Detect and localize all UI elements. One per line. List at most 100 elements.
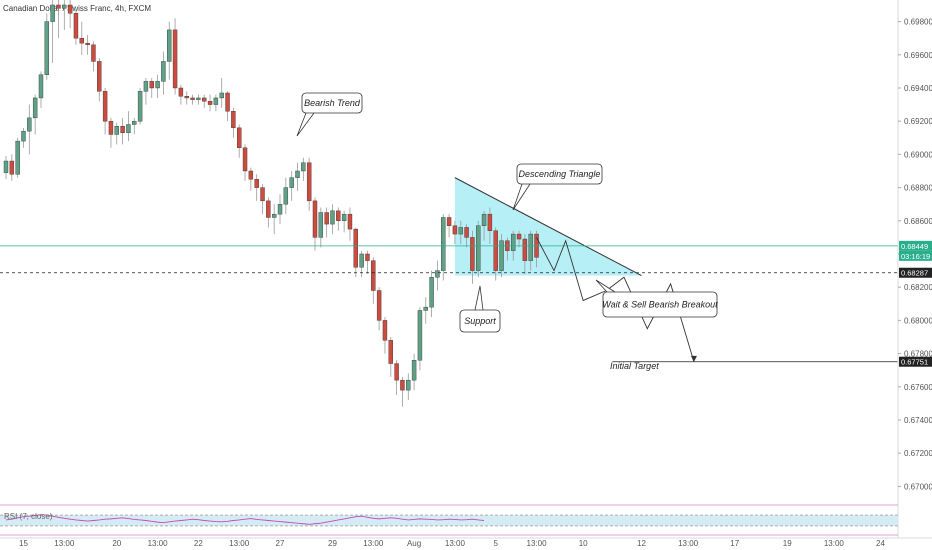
candle-body	[3, 160, 9, 173]
candle-body	[172, 29, 178, 89]
support-price-tag-bg	[899, 267, 932, 278]
wait-sell-callout-text: Wait & Sell Bearish Breakout	[602, 300, 718, 310]
candle-body	[382, 320, 388, 341]
candle-body	[371, 260, 376, 291]
initial-target-label: Initial Target	[610, 361, 659, 371]
candle-body	[277, 203, 283, 215]
candle-body	[347, 213, 353, 230]
candle-body	[137, 91, 143, 122]
candle-body	[417, 310, 423, 361]
price-tick-label: 0.68200	[904, 283, 932, 292]
candle-body	[365, 253, 370, 261]
time-tick-label: 17	[730, 539, 739, 548]
candle-body	[149, 81, 154, 89]
price-axis: 0.69800 0.69600 0.69400 0.69200 0.69000 0.688…	[897, 0, 932, 538]
candle-body	[301, 162, 306, 172]
support-callout-box	[459, 309, 501, 333]
candle-body	[511, 233, 516, 251]
descending-triangle-callout-box	[516, 163, 603, 185]
wait-sell-callout-box	[602, 291, 718, 318]
descending-triangle-callout-text: Descending Triangle	[519, 169, 601, 179]
candle-body	[67, 4, 73, 14]
candle-body	[102, 91, 108, 122]
support-callout-text: Support	[464, 316, 496, 326]
candle-body	[143, 81, 149, 92]
candle-body	[289, 177, 294, 188]
time-tick-label: 10	[579, 539, 588, 548]
time-tick-label: 29	[328, 539, 337, 548]
candle-body	[318, 212, 324, 238]
price-tick-label: 0.69600	[904, 51, 932, 60]
candle-body	[207, 101, 213, 105]
candle-body	[9, 160, 15, 175]
projection-arrow-head	[690, 355, 697, 362]
candle-body	[493, 230, 498, 271]
time-tick-label: 13:00	[54, 539, 75, 548]
rsi-pane: RSI (7, close)	[0, 504, 898, 536]
candle-body	[155, 81, 160, 89]
rsi-label: RSI (7, close)	[4, 512, 53, 521]
candle-body	[499, 240, 504, 271]
chart-title: Canadian Dollar / Swiss Franc, 4h, FXCM	[3, 4, 151, 13]
bearish-trend-callout-pointer	[296, 112, 315, 137]
candle-body	[324, 212, 329, 225]
candle-body	[330, 210, 335, 225]
candle-body	[219, 92, 224, 99]
candle-body	[213, 97, 219, 105]
triangle-resistance-line	[454, 177, 642, 277]
bearish-trend-callout-text: Bearish Trend	[304, 98, 361, 108]
time-tick-label: 13:00	[527, 539, 548, 548]
candle-body	[476, 225, 481, 271]
candle-body	[406, 379, 411, 391]
candle-body	[120, 125, 125, 134]
current-price-tag: 0.68449	[901, 242, 928, 251]
target-price-tag: 0.67751	[901, 358, 928, 367]
candle-body	[435, 270, 440, 278]
time-tick-label: 13:00	[363, 539, 384, 548]
candle-body	[50, 4, 55, 22]
price-tick-label: 0.67200	[904, 449, 932, 458]
candle-body	[312, 200, 318, 238]
candle-body	[56, 4, 61, 9]
candle-body	[446, 217, 452, 226]
candle-body	[73, 13, 79, 39]
price-tick-label: 0.68800	[904, 184, 932, 193]
annotations: Bearish Trend Descending Triangle Support W…	[296, 92, 718, 371]
candle-body	[341, 213, 347, 221]
candle-body	[359, 253, 364, 268]
candle-body	[306, 162, 312, 202]
candle-body	[161, 61, 166, 82]
time-tick-label: Aug	[407, 539, 421, 548]
candle-body	[79, 37, 84, 44]
time-tick-label: 24	[876, 539, 885, 548]
time-axis: 15 13:00 20 13:00 22 13:00 27 29 13:00 Aug 13:00 5 1…	[0, 537, 932, 548]
rsi-band	[0, 515, 898, 526]
candle-body	[458, 227, 463, 235]
candle-body	[97, 61, 102, 92]
time-tick-label: 12	[637, 539, 646, 548]
candle-body	[15, 140, 20, 175]
time-tick-label: 5	[493, 539, 498, 548]
candle-body	[283, 187, 289, 205]
candle-body	[464, 227, 469, 238]
candle-body	[184, 96, 189, 99]
time-tick-label: 13:00	[824, 539, 845, 548]
candle-body	[242, 147, 248, 172]
candle-body	[295, 170, 300, 178]
target-price-tag-bg	[899, 356, 932, 367]
candle-body	[196, 97, 201, 100]
wait-sell-callout-pointer	[595, 279, 616, 293]
price-tick-label: 0.67600	[904, 383, 932, 392]
support-callout-pointer	[474, 285, 484, 311]
candle-body	[27, 117, 32, 132]
candle-body	[271, 213, 277, 218]
descending-triangle-callout-pointer	[512, 183, 531, 211]
countdown-tag-bg	[899, 250, 932, 261]
candle-body	[388, 340, 393, 364]
candle-body	[38, 74, 44, 99]
price-tick-label: 0.67800	[904, 350, 932, 359]
price-tick-label: 0.68600	[904, 217, 932, 226]
countdown-tag: 03:16:19	[901, 252, 930, 261]
rsi-line	[5, 514, 485, 525]
time-tick-label: 20	[112, 539, 121, 548]
